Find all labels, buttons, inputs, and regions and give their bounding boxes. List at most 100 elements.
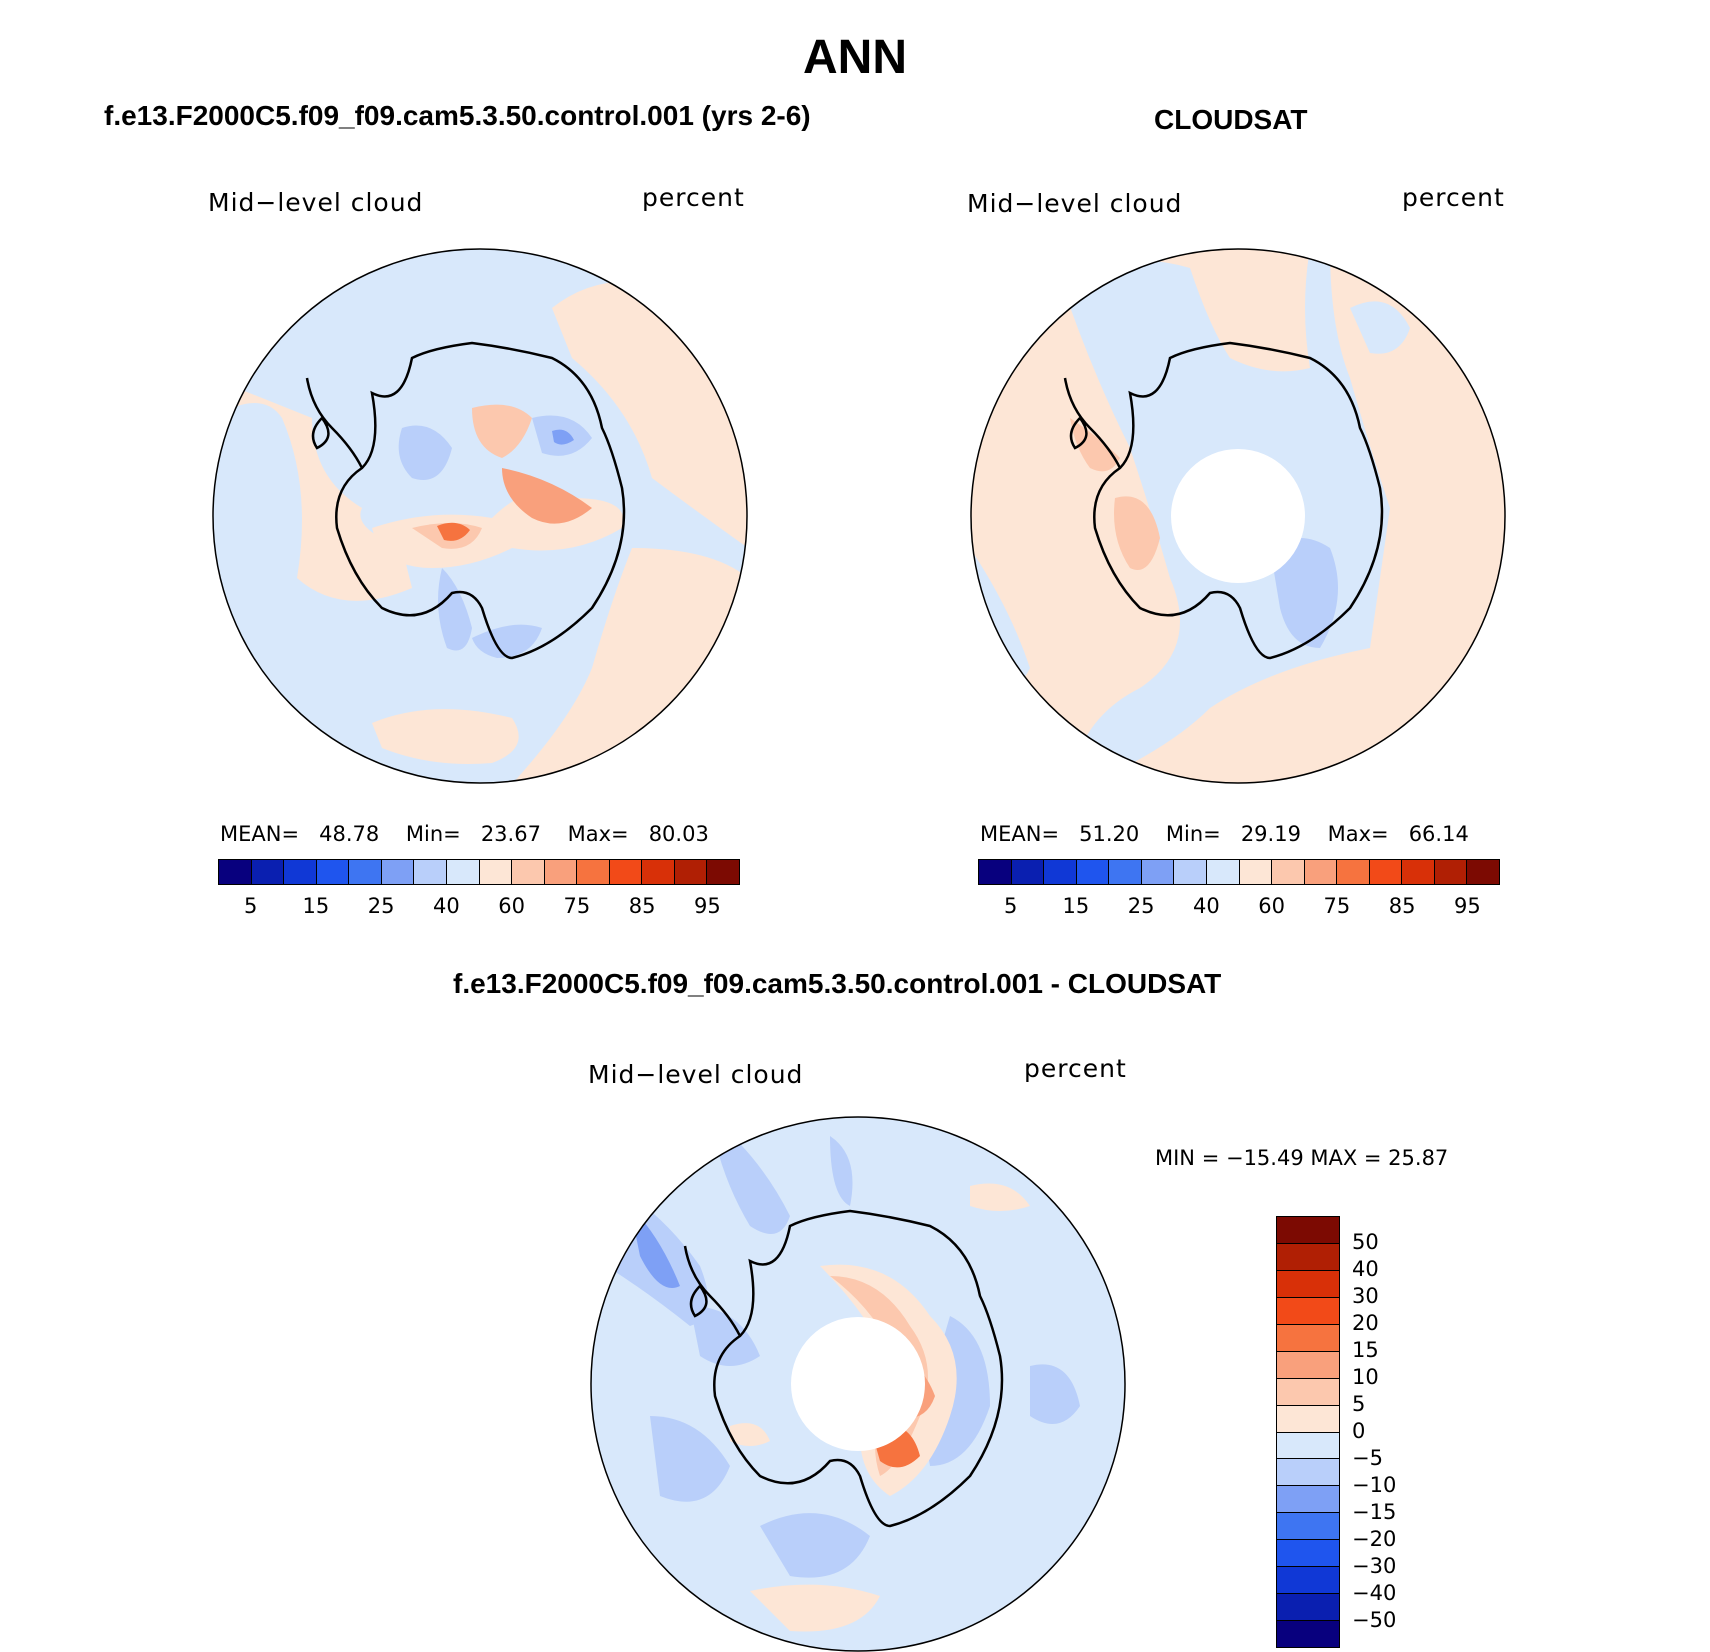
diff-colorbar-swatch — [1277, 1351, 1339, 1379]
obs-colorbar-swatch — [1141, 860, 1175, 884]
model-colorbar-swatch — [381, 860, 415, 884]
diff-colorbar-tick: −15 — [1352, 1500, 1397, 1524]
model-high-cloud-region — [502, 468, 592, 524]
model-max-value: 80.03 — [648, 822, 709, 846]
model-colorbar-swatch — [512, 860, 545, 884]
model-colorbar-swatch — [642, 860, 675, 884]
obs-colorbar-tick: 25 — [1127, 894, 1155, 918]
model-max-label: Max= — [567, 822, 629, 846]
obs-units-label: percent — [1402, 183, 1505, 212]
model-colorbar-tick: 5 — [243, 894, 258, 918]
obs-colorbar-swatch — [1076, 860, 1110, 884]
model-colorbar-tick: 40 — [433, 894, 460, 918]
obs-high-cloud-region — [1114, 496, 1160, 570]
model-colorbar-tick: 85 — [628, 894, 656, 918]
obs-colorbar-tick: 95 — [1454, 894, 1481, 918]
diff-colorbar-tick: −30 — [1352, 1554, 1397, 1578]
diff-positive-region — [750, 1584, 880, 1632]
model-min-value: 23.67 — [480, 822, 541, 846]
polar-data-gap — [791, 1317, 925, 1451]
obs-colorbar-tick: 85 — [1388, 894, 1416, 918]
diff-colorbar-swatch — [1277, 1270, 1339, 1298]
obs-colorbar-swatch — [1304, 860, 1338, 884]
model-colorbar-tick: 25 — [367, 894, 395, 918]
model-colorbar-tick: 95 — [694, 894, 721, 918]
model-colorbar-tick: 60 — [498, 894, 525, 918]
diff-polar-map — [590, 1116, 1126, 1652]
diff-colorbar-swatch — [1277, 1459, 1339, 1487]
obs-colorbar-swatch — [1109, 860, 1142, 884]
obs-stats: MEAN= 51.20 Min= 29.19 Max= 66.14 — [980, 822, 1469, 846]
model-high-cloud-region — [213, 378, 412, 601]
obs-min-value: 29.19 — [1240, 822, 1301, 846]
diff-positive-region — [820, 1264, 957, 1496]
diff-colorbar-swatch — [1277, 1621, 1339, 1647]
diff-colorbar-swatch — [1277, 1486, 1339, 1514]
antarctic-peninsula-coastline — [683, 1245, 742, 1337]
antarctic-peninsula-coastline — [305, 377, 364, 469]
antarctica-coastline — [335, 341, 626, 660]
diff-colorbar-ticks: 50 40 30 20 15 10 5 0 −5 −10 −15 −20 −30 −40 −50 — [1352, 1216, 1432, 1646]
obs-colorbar-tick: 60 — [1258, 894, 1285, 918]
diff-colorbar-tick: −10 — [1352, 1473, 1397, 1497]
diff-colorbar-swatch — [1277, 1432, 1339, 1460]
model-colorbar-swatch — [577, 860, 610, 884]
obs-low-cloud-region — [1350, 301, 1410, 354]
antarctica-coastline — [713, 1209, 1004, 1528]
model-high-cloud-region — [437, 522, 470, 541]
model-colorbar-swatch — [219, 860, 252, 884]
diff-colorbar-tick: −5 — [1352, 1446, 1383, 1470]
diff-colorbar-tick: 15 — [1352, 1338, 1379, 1362]
model-low-cloud-region — [438, 568, 472, 651]
model-mean-value: 48.78 — [319, 822, 380, 846]
diff-colorbar-swatch — [1277, 1217, 1339, 1244]
model-colorbar-ticks: 5 15 25 40 60 75 85 95 — [218, 894, 738, 920]
diff-min-max: MIN = −15.49 MAX = 25.87 — [1155, 1146, 1449, 1170]
model-colorbar-swatch — [316, 860, 350, 884]
obs-colorbar-swatch — [1239, 860, 1273, 884]
model-colorbar-swatch — [609, 860, 643, 884]
obs-high-cloud-region — [1070, 418, 1120, 472]
obs-low-cloud-region — [1270, 538, 1338, 648]
obs-colorbar — [978, 859, 1500, 885]
obs-colorbar-swatch — [1467, 860, 1499, 884]
obs-colorbar-swatch — [1434, 860, 1468, 884]
diff-colorbar — [1276, 1216, 1340, 1648]
diff-colorbar-swatch — [1277, 1513, 1339, 1541]
diff-units-label: percent — [1024, 1054, 1127, 1083]
obs-colorbar-swatch — [1402, 860, 1435, 884]
model-colorbar — [218, 859, 740, 885]
diff-positive-region — [730, 1423, 770, 1446]
diff-negative-region — [830, 1136, 853, 1206]
diff-colorbar-tick: 30 — [1352, 1284, 1379, 1308]
obs-colorbar-tick: 15 — [1062, 894, 1090, 918]
diff-negative-region — [690, 1306, 760, 1366]
obs-colorbar-swatch — [979, 860, 1012, 884]
obs-colorbar-swatch — [1174, 860, 1207, 884]
diff-negative-region — [650, 1416, 730, 1502]
model-high-cloud-region — [472, 404, 532, 458]
obs-colorbar-ticks: 5 15 25 40 60 75 85 95 — [978, 894, 1498, 920]
model-colorbar-swatch — [284, 860, 317, 884]
diff-colorbar-swatch — [1277, 1540, 1339, 1568]
obs-min-label: Min= — [1165, 822, 1221, 846]
diff-colorbar-swatch — [1277, 1405, 1339, 1433]
obs-mean-label: MEAN= — [980, 822, 1060, 846]
diff-colorbar-tick: 10 — [1352, 1365, 1379, 1389]
model-colorbar-swatch — [446, 860, 480, 884]
obs-colorbar-swatch — [1272, 860, 1305, 884]
diff-colorbar-tick: 40 — [1352, 1257, 1379, 1281]
obs-colorbar-tick: 40 — [1193, 894, 1220, 918]
diff-positive-region — [970, 1183, 1030, 1211]
obs-max-value: 66.14 — [1408, 822, 1469, 846]
diff-colorbar-tick: −50 — [1352, 1608, 1397, 1632]
diff-colorbar-tick: 0 — [1352, 1419, 1366, 1443]
model-colorbar-swatch — [414, 860, 447, 884]
antarctica-coastline — [1093, 341, 1384, 660]
model-mean-label: MEAN= — [220, 822, 300, 846]
antarctic-peninsula-coastline — [1063, 377, 1122, 469]
obs-variable-label: Mid−level cloud — [967, 189, 1183, 218]
obs-colorbar-tick: 75 — [1323, 894, 1351, 918]
diff-colorbar-tick: 5 — [1352, 1392, 1366, 1416]
obs-colorbar-swatch — [1369, 860, 1403, 884]
